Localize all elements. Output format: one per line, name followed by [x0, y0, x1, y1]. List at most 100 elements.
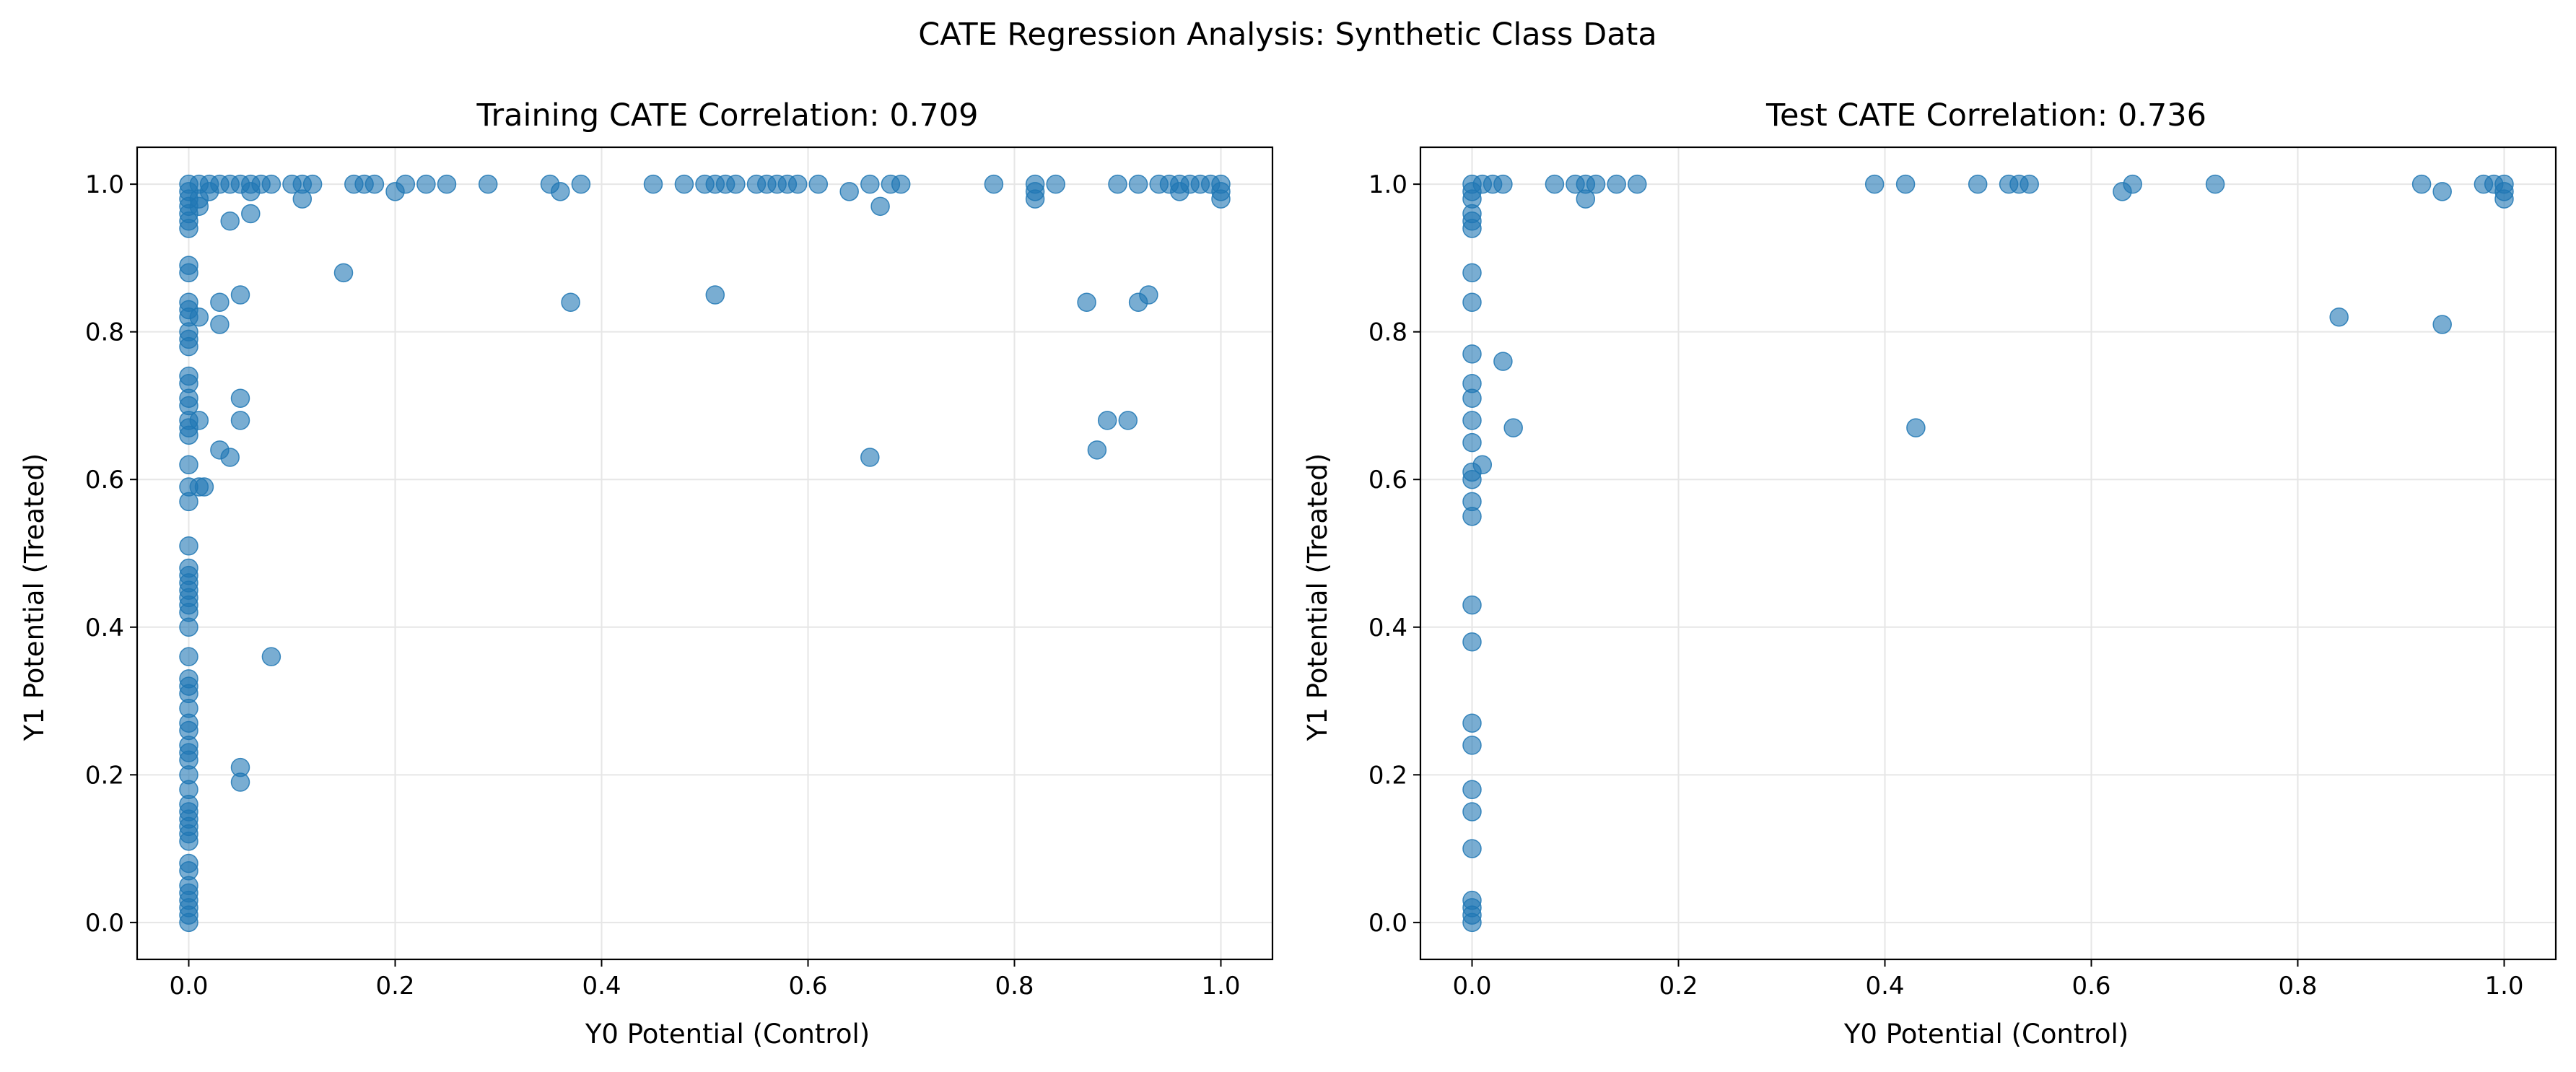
training-data-point — [179, 219, 198, 238]
test-data-point — [1462, 713, 1482, 733]
test-data-point — [1462, 219, 1482, 238]
test-data-point — [1462, 780, 1482, 800]
training-data-point — [210, 315, 230, 334]
training-data-point — [364, 174, 385, 194]
training-x-tick-label: 0.6 — [788, 972, 827, 1001]
test-y-tick-label: 1.0 — [1368, 170, 1407, 199]
test-data-point — [1462, 432, 1482, 453]
test-data-point — [1462, 469, 1482, 489]
test-data-point — [1462, 595, 1482, 615]
training-y-axis-label: Y1 Potential (Treated) — [19, 453, 50, 741]
training-chart-title: Training CATE Correlation: 0.709 — [476, 97, 979, 134]
training-data-point — [396, 174, 416, 194]
training-data-point — [230, 285, 250, 305]
training-data-point — [561, 292, 580, 313]
training-data-point — [839, 182, 859, 201]
training-data-point — [1139, 285, 1158, 305]
training-data-point — [179, 263, 198, 283]
training-data-point — [179, 336, 198, 357]
training-data-point — [860, 174, 880, 194]
test-data-point — [1462, 632, 1482, 652]
test-y-tick-label: 0.2 — [1368, 761, 1407, 790]
test-data-point — [1462, 388, 1482, 408]
test-y-tick-label: 0.0 — [1368, 909, 1407, 938]
training-data-point — [230, 388, 250, 408]
training-data-point — [808, 174, 829, 194]
training-data-point — [1077, 292, 1096, 313]
test-data-point — [1493, 352, 1513, 371]
test-data-point — [1493, 174, 1513, 194]
test-data-point — [1503, 418, 1523, 437]
training-data-point — [1046, 174, 1065, 194]
training-data-point — [551, 182, 570, 201]
training-data-point — [179, 492, 198, 512]
training-data-point — [726, 174, 746, 194]
test-x-tick-label: 0.2 — [1659, 972, 1698, 1001]
test-data-point — [1462, 736, 1482, 755]
test-x-tick-label: 0.6 — [2071, 972, 2110, 1001]
training-y-tick-label: 1.0 — [85, 170, 124, 199]
training-data-point — [189, 411, 209, 430]
test-data-point — [1968, 174, 1988, 194]
test-data-point — [1462, 411, 1482, 430]
test-x-tick-label: 0.0 — [1452, 972, 1491, 1001]
training-scatter-panel: Training CATE Correlation: 0.709 Y0 Pote… — [19, 97, 1274, 1050]
training-data-point — [189, 307, 209, 327]
test-data-point — [1586, 174, 1606, 194]
training-x-tick-label: 0.0 — [169, 972, 208, 1001]
training-data-point — [984, 174, 1004, 194]
test-data-point — [1462, 292, 1482, 313]
training-data-point — [179, 425, 198, 445]
training-data-point — [705, 285, 725, 305]
training-data-point — [189, 196, 209, 217]
training-axes-frame — [136, 146, 1274, 961]
training-y-tick-label: 0.8 — [85, 318, 124, 347]
training-data-point — [416, 174, 436, 194]
test-x-axis-label: Y0 Potential (Control) — [1843, 1019, 2129, 1050]
training-data-point — [179, 647, 198, 666]
test-data-point — [2432, 182, 2452, 201]
training-data-point — [333, 263, 354, 283]
training-data-point — [179, 455, 198, 475]
training-data-point — [230, 411, 250, 430]
test-data-point — [1462, 507, 1482, 526]
training-x-tick-label: 0.4 — [582, 972, 621, 1001]
test-data-point — [1462, 344, 1482, 364]
training-grid — [137, 147, 1272, 959]
training-data-point — [870, 196, 890, 217]
test-chart-title: Test CATE Correlation: 0.736 — [1765, 97, 2206, 134]
test-data-point — [1462, 912, 1482, 933]
training-data-point — [179, 617, 198, 637]
training-data-point — [1118, 411, 1138, 430]
training-data-point — [674, 174, 694, 194]
training-y-tick-label: 0.4 — [85, 614, 124, 642]
training-data-point — [787, 174, 808, 194]
figure-suptitle: CATE Regression Analysis: Synthetic Clas… — [918, 17, 1657, 53]
test-x-tick-label: 0.4 — [1865, 972, 1904, 1001]
test-data-point — [2329, 307, 2349, 327]
training-data-point — [1097, 411, 1117, 430]
training-data-point — [1128, 174, 1148, 194]
training-data-point — [194, 477, 214, 497]
training-data-point — [179, 912, 198, 933]
test-data-point — [1906, 418, 1926, 437]
training-data-point — [1025, 189, 1045, 209]
training-x-axis-label: Y0 Potential (Control) — [585, 1019, 870, 1050]
training-data-point — [571, 174, 591, 194]
training-data-point — [302, 174, 323, 194]
training-data-point — [643, 174, 663, 194]
test-data-point — [1864, 174, 1885, 194]
test-points — [1462, 174, 2514, 933]
test-y-tick-label: 0.4 — [1368, 614, 1407, 642]
training-x-tick-label: 0.2 — [375, 972, 414, 1001]
training-x-tick-label: 0.8 — [995, 972, 1034, 1001]
test-scatter-panel: Test CATE Correlation: 0.736 Y0 Potentia… — [1302, 97, 2557, 1050]
training-data-point — [860, 448, 880, 467]
training-data-point — [478, 174, 498, 194]
test-data-point — [1895, 174, 1916, 194]
training-points — [179, 174, 1231, 933]
training-data-point — [1108, 174, 1127, 194]
test-data-point — [1462, 839, 1482, 858]
